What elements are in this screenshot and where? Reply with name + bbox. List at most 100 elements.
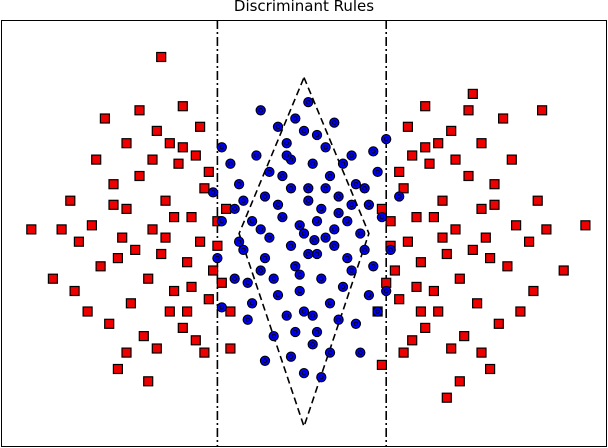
class-square-point (450, 224, 461, 235)
class-square-point (532, 195, 543, 206)
class-square-point (216, 277, 227, 288)
class-square-point (493, 318, 504, 329)
class-circle-point (346, 265, 357, 276)
class-circle-point (207, 187, 219, 198)
class-circle-point (333, 191, 344, 202)
class-circle-point (307, 310, 318, 321)
class-square-point (428, 212, 439, 223)
class-square-point (502, 261, 513, 272)
class-square-point (394, 166, 405, 177)
class-square-point (130, 244, 141, 255)
class-square-point (433, 138, 444, 149)
class-circle-point (268, 330, 279, 342)
class-circle-point (216, 302, 227, 313)
class-square-point (121, 203, 132, 214)
class-circle-point (311, 216, 323, 227)
class-square-point (177, 101, 188, 112)
class-square-point (515, 306, 526, 317)
class-square-point (402, 236, 413, 247)
class-square-point (147, 154, 158, 165)
class-circle-point (281, 310, 292, 321)
class-square-point (446, 125, 457, 137)
class-square-point (489, 199, 500, 210)
class-circle-point (238, 244, 249, 256)
class-square-point (203, 166, 214, 177)
class-square-point (225, 306, 236, 317)
class-square-point (402, 121, 413, 132)
class-square-point (441, 392, 452, 403)
class-square-point (104, 318, 115, 329)
class-square-point (389, 265, 400, 276)
class-circle-point (381, 133, 392, 145)
class-square-point (221, 203, 232, 214)
class-circle-point (277, 170, 288, 182)
class-square-point (415, 306, 426, 317)
class-circle-point (359, 244, 370, 256)
class-square-point (523, 236, 535, 247)
chart-title: Discriminant Rules (234, 0, 374, 15)
class-square-point (121, 347, 132, 358)
class-square-point (160, 232, 171, 243)
class-square-point (99, 113, 111, 124)
class-circle-point (294, 285, 305, 297)
class-circle-point (333, 314, 344, 325)
class-circle-point (376, 211, 388, 223)
class-square-point (415, 257, 426, 268)
class-square-point (528, 285, 539, 297)
class-circle-point (324, 347, 336, 358)
class-square-point (467, 88, 478, 100)
class-circle-point (368, 261, 379, 272)
class-circle-point (238, 195, 249, 206)
class-circle-point (363, 289, 375, 301)
class-circle-point (363, 199, 375, 210)
class-circle-point (324, 298, 336, 309)
class-square-point (160, 195, 171, 206)
class-circle-point (259, 252, 271, 264)
class-square-point (164, 138, 175, 149)
class-square-point (420, 142, 431, 153)
class-circle-point (229, 203, 240, 215)
class-circle-point (311, 248, 323, 260)
class-square-point (182, 257, 193, 268)
class-square-point (112, 253, 124, 264)
class-square-point (441, 248, 452, 260)
class-square-point (489, 179, 500, 190)
class-square-point (433, 306, 444, 317)
class-circle-point (212, 252, 223, 264)
class-circle-point (385, 244, 396, 256)
class-circle-point (294, 220, 305, 231)
class-circle-point (303, 195, 314, 206)
class-square-point (138, 331, 149, 342)
class-square-point (73, 236, 85, 247)
class-square-point (169, 285, 180, 297)
class-square-point (134, 170, 145, 182)
class-square-point (411, 212, 422, 223)
class-square-point (511, 220, 522, 231)
class-circle-point (303, 183, 314, 194)
class-circle-point (298, 228, 310, 239)
class-circle-point (242, 314, 253, 325)
class-square-point (199, 183, 210, 194)
class-square-point (69, 285, 80, 297)
class-square-point (385, 216, 396, 227)
class-circle-point (337, 158, 349, 169)
class-square-point (86, 220, 98, 231)
class-square-point (125, 298, 137, 309)
class-circle-point (229, 273, 240, 284)
class-square-point (169, 212, 180, 223)
class-square-point (225, 343, 236, 354)
plot-area (1, 20, 607, 447)
class-circle-point (272, 199, 284, 210)
class-square-point (485, 363, 496, 375)
class-square-point (454, 273, 465, 284)
class-square-point (420, 322, 431, 333)
class-circle-point (268, 273, 279, 284)
class-circle-point (255, 265, 266, 276)
class-circle-point (298, 125, 310, 137)
class-circle-point (309, 234, 320, 246)
class-circle-point (246, 216, 258, 227)
class-circle-point (355, 347, 366, 358)
class-circle-point (285, 183, 297, 194)
class-circle-point (303, 96, 314, 108)
